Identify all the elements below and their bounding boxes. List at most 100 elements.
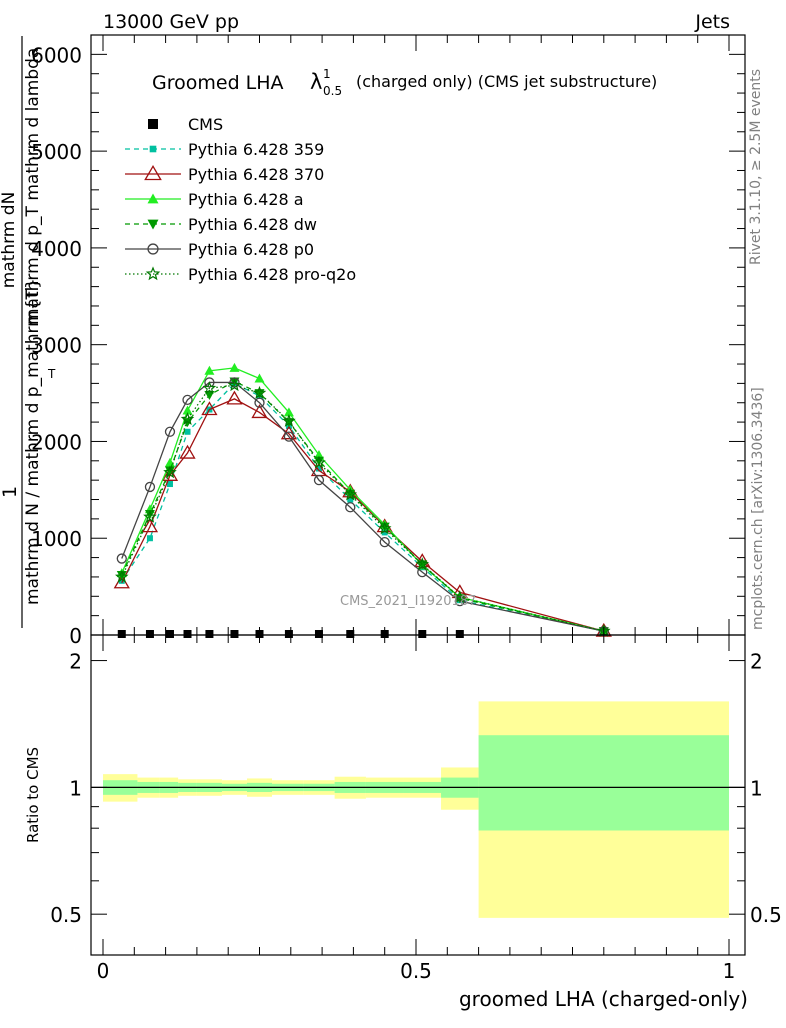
x-tick-label: 0.5 bbox=[400, 959, 432, 983]
plot-text: 13000 GeV pp Jets Groomed LHA λ 1 0.5 (c… bbox=[0, 11, 766, 1011]
series-1-point bbox=[347, 496, 354, 503]
series-5-point bbox=[283, 431, 295, 442]
ratio-plot-frame bbox=[90, 634, 746, 956]
legend-marker-1 bbox=[149, 145, 157, 153]
series-line-2 bbox=[121, 398, 604, 632]
series-1-point bbox=[166, 481, 173, 488]
legend-label-1: Pythia 6.428 359 bbox=[188, 140, 324, 159]
series-6-point bbox=[115, 569, 129, 583]
legend-marker-3 bbox=[147, 193, 159, 204]
series-4-point bbox=[454, 594, 465, 604]
series-3-point bbox=[229, 362, 240, 372]
series-6-point bbox=[163, 465, 177, 479]
series-4-point bbox=[204, 391, 215, 400]
legend-label-3: Pythia 6.428 a bbox=[188, 190, 304, 209]
series-1-point bbox=[315, 465, 322, 472]
legend-label-5: Pythia 6.428 p0 bbox=[188, 240, 314, 259]
series-5-point bbox=[379, 536, 390, 548]
series-line-6 bbox=[121, 384, 604, 632]
ratio-y-tick-label-right: 2 bbox=[750, 650, 763, 674]
title-sub: 0.5 bbox=[323, 84, 342, 98]
series-6-point bbox=[202, 381, 217, 394]
series-5-point bbox=[313, 475, 325, 486]
mcplots-label: mcplots.cern.ch [arXiv:1306.3436] bbox=[750, 387, 766, 630]
series-6-point bbox=[453, 590, 467, 604]
ylabel-one: 1 bbox=[0, 486, 21, 498]
series-6-point bbox=[343, 487, 358, 501]
series-line-5 bbox=[121, 381, 604, 632]
series-3-point bbox=[182, 405, 193, 415]
cms-data-point bbox=[117, 630, 126, 638]
legend-label-4: Pythia 6.428 dw bbox=[188, 215, 317, 234]
cms-data-point bbox=[455, 630, 464, 638]
title-main: Groomed LHA bbox=[152, 72, 284, 94]
ratio-green-band-13 bbox=[478, 735, 729, 831]
x-tick-label: 1 bbox=[723, 959, 736, 983]
cms-data-point bbox=[183, 630, 192, 638]
x-axis-label: groomed LHA (charged-only) bbox=[459, 987, 748, 1011]
legend-label-0: CMS bbox=[188, 115, 223, 134]
cms-data-point bbox=[314, 630, 323, 638]
ratio-y-tick-label-right: 1 bbox=[750, 776, 763, 800]
legend-marker-2 bbox=[144, 165, 162, 181]
watermark: CMS_2021_I1920187 bbox=[340, 594, 476, 609]
main-title: Groomed LHA λ 1 0.5 (charged only) (CMS … bbox=[152, 67, 657, 98]
cms-data-point bbox=[346, 630, 355, 638]
cms-data-point bbox=[230, 630, 239, 638]
series-6-point bbox=[227, 378, 242, 392]
header-right: Jets bbox=[694, 11, 730, 33]
series-5-point bbox=[182, 394, 193, 405]
legend: CMS Pythia 6.428 359 Pythia 6.428 370 Pythi… bbox=[125, 115, 356, 284]
y-tick-label: 1000 bbox=[31, 527, 82, 551]
series-1-point bbox=[146, 535, 153, 542]
series-3-point bbox=[204, 365, 215, 375]
y-tick-label: 5000 bbox=[31, 140, 82, 164]
series-6-point bbox=[180, 412, 195, 425]
ratio-y-tick-label-left: 1 bbox=[69, 776, 82, 800]
cms-data-point bbox=[284, 630, 293, 638]
legend-marker-4 bbox=[147, 219, 159, 230]
cms-data-point bbox=[418, 630, 427, 638]
y-tick-label: 0 bbox=[69, 624, 82, 648]
ratio-bands bbox=[91, 701, 745, 918]
ratio-y-tick-label-left: 0.5 bbox=[50, 903, 82, 927]
series-5-point bbox=[454, 595, 465, 607]
y-tick-label: 4000 bbox=[31, 237, 82, 261]
plot-frames bbox=[90, 34, 746, 956]
series-2-point bbox=[161, 467, 179, 481]
series-5-point bbox=[204, 377, 215, 388]
series-5-point bbox=[144, 481, 156, 493]
series-2-point bbox=[201, 401, 218, 416]
y-tick-label: 3000 bbox=[31, 334, 82, 358]
series-2-point bbox=[179, 444, 196, 459]
legend-label-2: Pythia 6.428 370 bbox=[188, 165, 324, 184]
ratio-y-axis-label: Ratio to CMS bbox=[24, 747, 42, 843]
series-3-point bbox=[254, 373, 265, 383]
series-1-point bbox=[381, 529, 388, 536]
ylabel-t-sub: T bbox=[47, 367, 56, 381]
main-y-axis-label: 1 mathrm d N / mathrm d p_mathrm{T} math… bbox=[0, 36, 56, 628]
series-5-point bbox=[116, 553, 127, 564]
series-3-point bbox=[283, 407, 294, 417]
ratio-y-tick-label-right: 0.5 bbox=[750, 903, 782, 927]
y-tick-label: 2000 bbox=[31, 430, 82, 454]
ylabel-top2: mathrm dN bbox=[0, 192, 19, 289]
series-6-point bbox=[143, 509, 157, 523]
cms-data-point bbox=[205, 630, 214, 638]
series-5-point bbox=[229, 377, 240, 388]
series-6-point bbox=[312, 455, 326, 469]
series-5-point bbox=[254, 397, 265, 408]
series-6-point bbox=[415, 557, 430, 571]
series-2-point bbox=[251, 404, 268, 419]
legend-marker-6 bbox=[145, 266, 161, 281]
header-left: 13000 GeV pp bbox=[103, 11, 239, 33]
cms-data-point bbox=[165, 630, 174, 638]
ylabel-bottom: mathrm d N / mathrm d p_mathrm{T} bbox=[23, 278, 43, 605]
series-5-point bbox=[345, 502, 356, 513]
x-tick-label: 0 bbox=[97, 959, 110, 983]
series-4-point bbox=[283, 418, 294, 428]
series-5-point bbox=[417, 566, 428, 578]
series-line-3 bbox=[121, 367, 604, 632]
